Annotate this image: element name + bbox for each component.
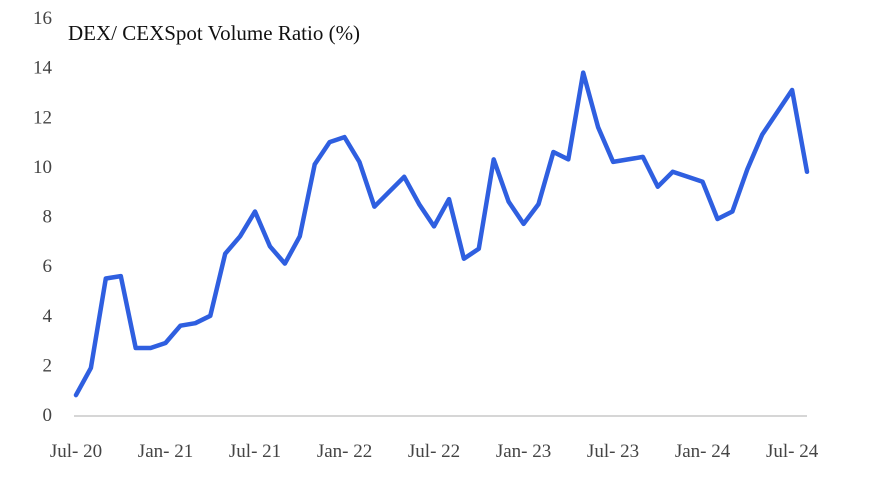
data-point — [149, 346, 153, 350]
data-point — [477, 247, 481, 251]
data-point — [134, 346, 138, 350]
data-point — [402, 175, 406, 179]
x-tick-label: Jan- 21 — [138, 441, 193, 462]
data-point — [671, 170, 675, 174]
data-point — [745, 167, 749, 171]
data-point — [328, 140, 332, 144]
data-point — [119, 274, 123, 278]
data-point — [447, 197, 451, 201]
data-point — [104, 277, 108, 281]
series-group — [73, 70, 810, 398]
y-axis-ticks: 0 2 4 6 8 10 12 14 16 — [33, 8, 53, 426]
x-tick-label: Jul- 23 — [587, 441, 639, 462]
data-point — [566, 157, 570, 161]
data-point — [432, 224, 436, 228]
data-point — [223, 252, 227, 256]
y-tick-label: 6 — [43, 256, 53, 277]
data-point — [74, 393, 78, 397]
data-point — [357, 160, 361, 164]
y-tick-label: 0 — [43, 405, 53, 426]
data-point — [775, 110, 779, 114]
chart-title: DEX/ CEXSpot Volume Ratio (%) — [68, 21, 360, 45]
data-point — [372, 205, 376, 209]
data-point — [313, 162, 317, 166]
data-point — [611, 160, 615, 164]
data-point — [686, 175, 690, 179]
y-tick-label: 16 — [33, 8, 52, 29]
data-point — [462, 257, 466, 261]
series-line — [73, 70, 810, 398]
data-point — [507, 200, 511, 204]
y-tick-label: 10 — [33, 157, 52, 178]
data-point — [626, 157, 630, 161]
data-point — [492, 157, 496, 161]
data-point — [164, 341, 168, 345]
data-point — [536, 202, 540, 206]
data-point — [298, 234, 302, 238]
data-point — [89, 366, 93, 370]
data-point — [283, 262, 287, 266]
data-point — [760, 133, 764, 137]
y-tick-label: 12 — [33, 107, 52, 128]
x-tick-label: Jul- 20 — [50, 441, 102, 462]
data-point — [790, 88, 794, 92]
x-axis-ticks: Jul- 20 Jan- 21 Jul- 21 Jan- 22 Jul- 22 Jan- … — [50, 441, 819, 462]
y-tick-label: 4 — [43, 306, 53, 327]
y-tick-label: 2 — [43, 355, 53, 376]
x-tick-label: Jul- 21 — [229, 441, 281, 462]
data-point — [701, 180, 705, 184]
data-point — [551, 150, 555, 154]
x-tick-label: Jan- 24 — [675, 441, 731, 462]
x-tick-label: Jan- 22 — [317, 441, 372, 462]
data-point — [208, 314, 212, 318]
y-tick-label: 14 — [33, 58, 53, 79]
data-point — [387, 190, 391, 194]
data-point — [581, 71, 585, 75]
data-point — [253, 210, 257, 214]
data-point — [730, 210, 734, 214]
data-point — [193, 321, 197, 325]
data-point — [178, 324, 182, 328]
data-point — [641, 155, 645, 159]
data-point — [238, 234, 242, 238]
data-point — [715, 217, 719, 221]
x-tick-label: Jul- 24 — [766, 441, 819, 462]
x-tick-label: Jul- 22 — [408, 441, 460, 462]
data-point — [656, 185, 660, 189]
data-point — [417, 202, 421, 206]
data-point — [343, 135, 347, 139]
data-point — [522, 222, 526, 226]
data-point — [805, 170, 809, 174]
y-tick-label: 8 — [43, 207, 53, 228]
data-point — [596, 125, 600, 129]
x-tick-label: Jan- 23 — [496, 441, 551, 462]
data-point — [268, 244, 272, 248]
